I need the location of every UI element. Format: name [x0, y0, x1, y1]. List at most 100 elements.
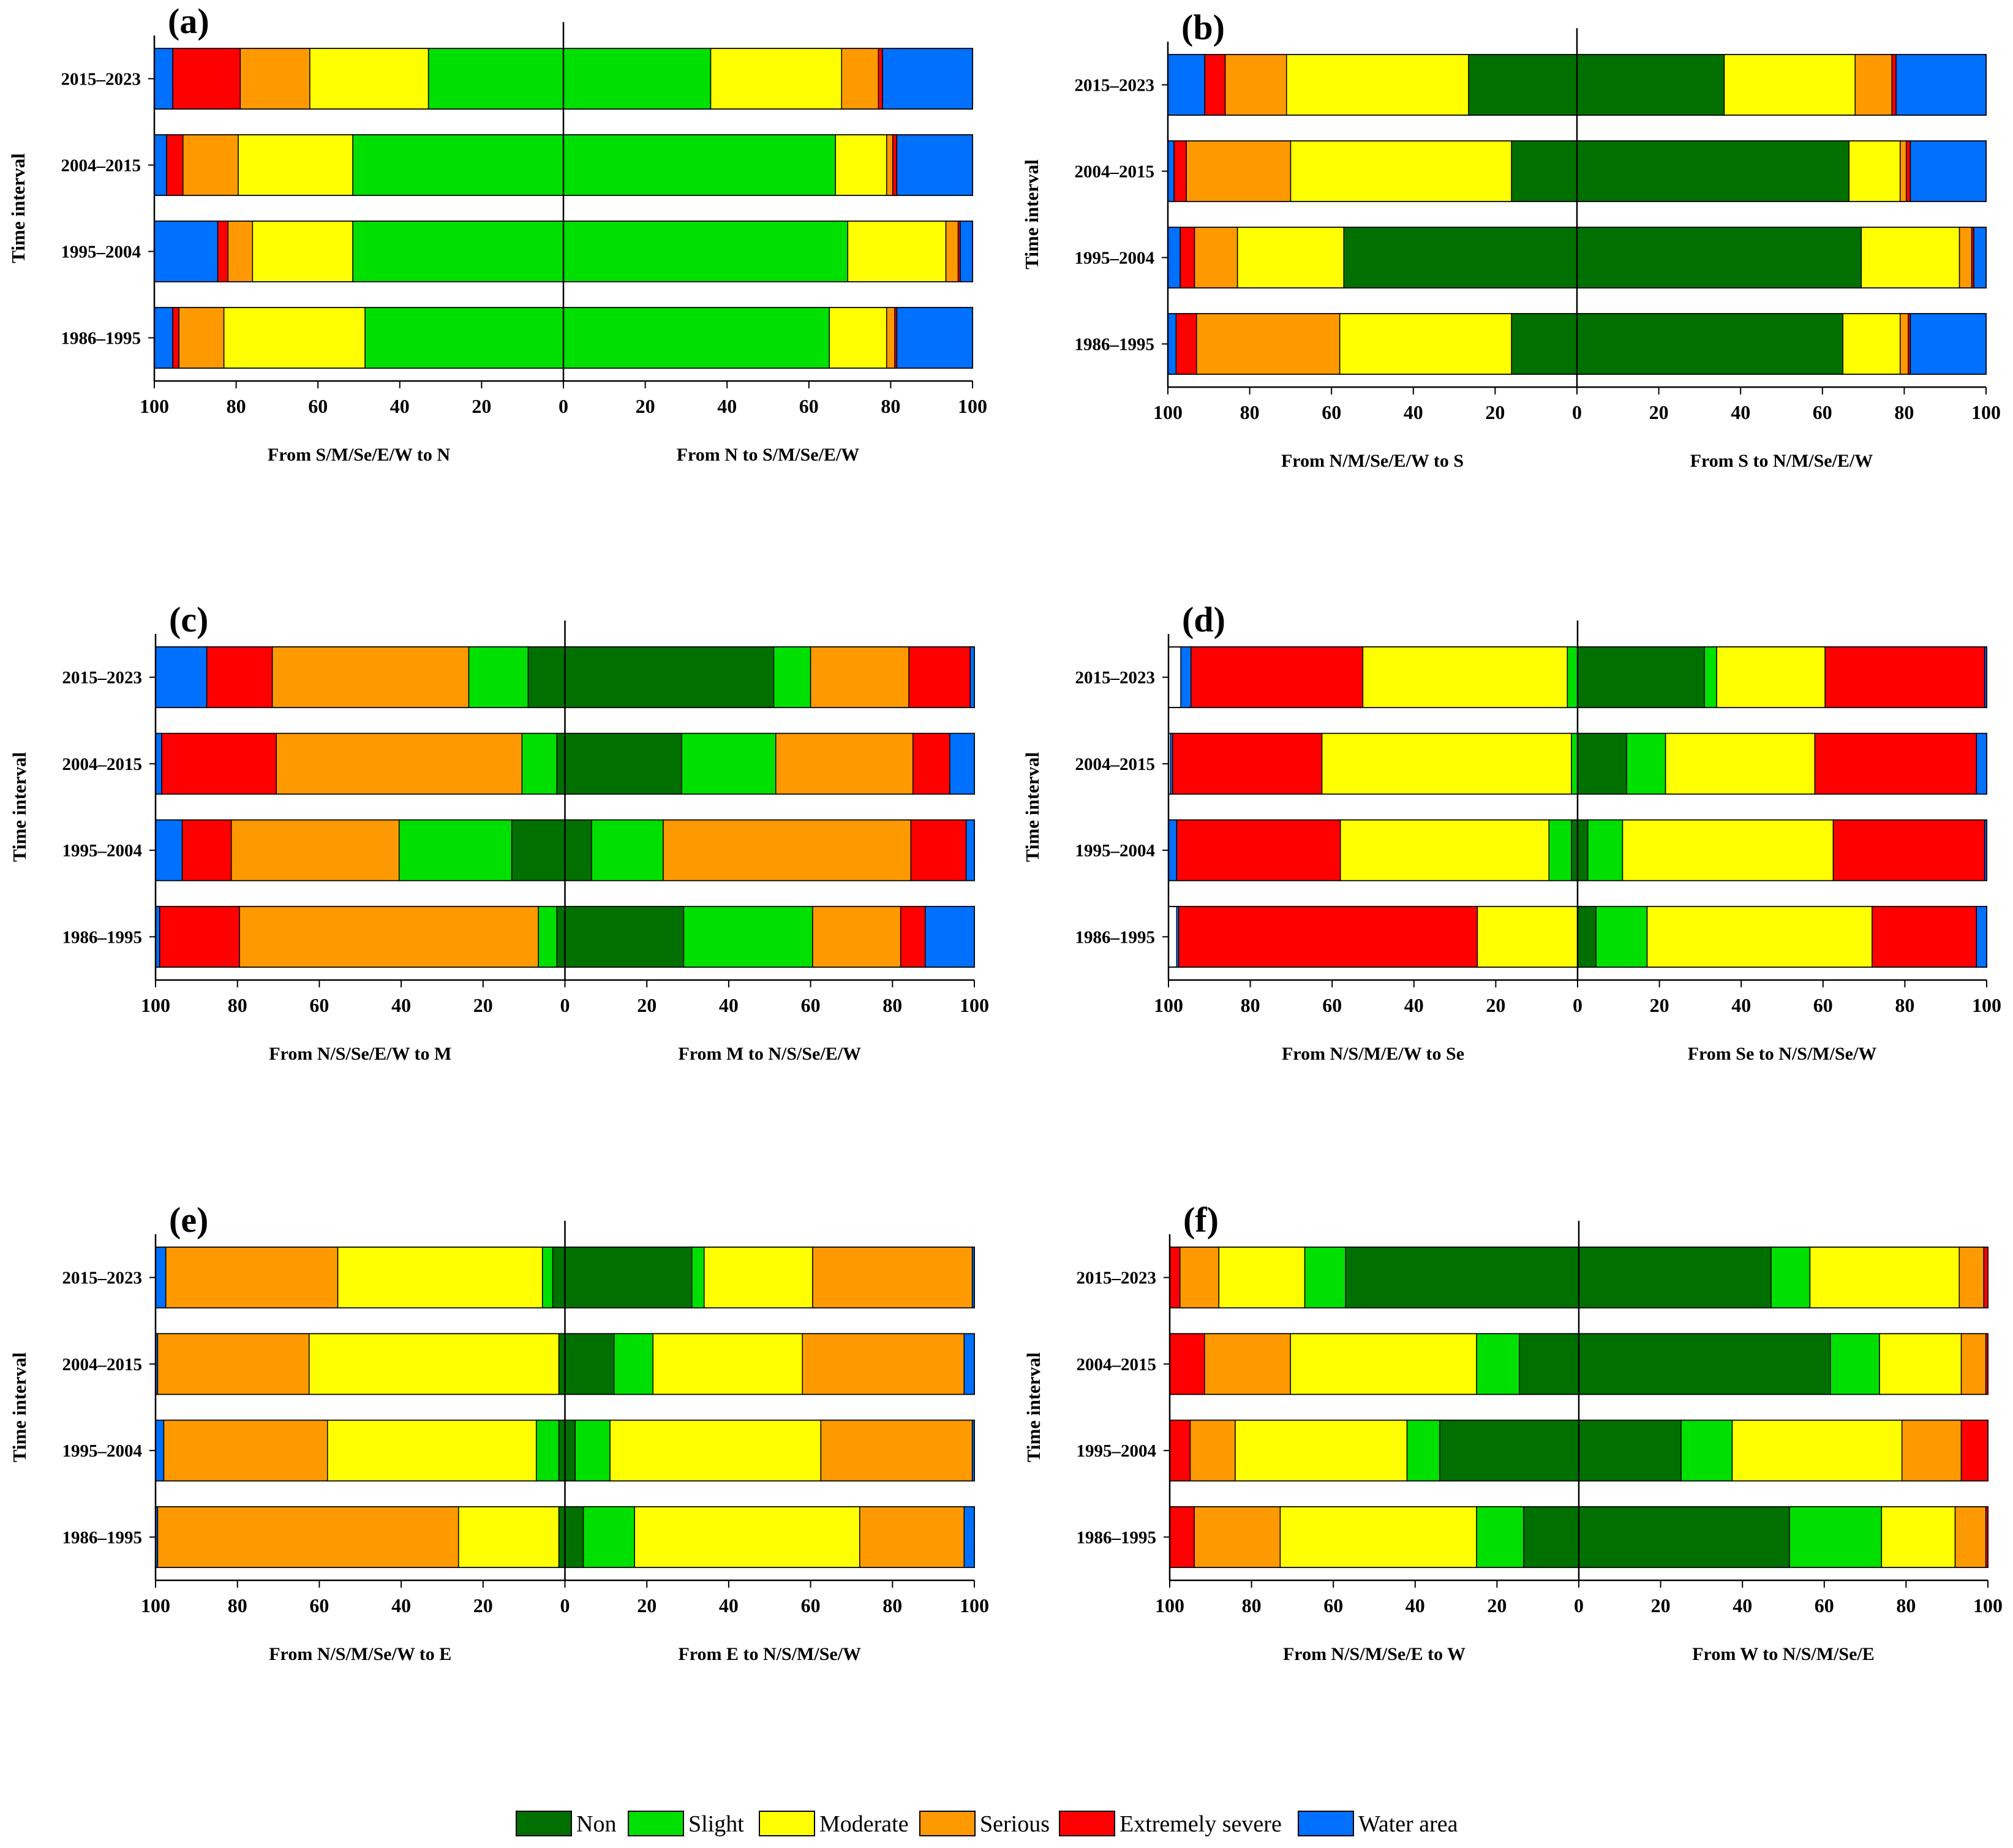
legend-item-water-area: Water area: [1298, 1811, 1458, 1837]
bar-segment-right-extremely-severe: [1983, 1246, 1989, 1308]
x-tick-label: 80: [1240, 401, 1260, 423]
bar-segment-left-water-area: [155, 1419, 165, 1482]
bar-segment-right-serious: [1958, 227, 1973, 289]
bar-segment-right-water-area: [925, 906, 975, 968]
x-axis-title-right: From S to N/M/Se/E/W: [1690, 451, 1873, 471]
bar-segment-right-slight: [563, 48, 712, 110]
bar-segment-left-moderate: [337, 1246, 543, 1308]
bar-segment-left-non: [556, 906, 566, 968]
x-tick-label: 0: [1573, 994, 1582, 1016]
bar-segment-left-serious: [239, 906, 539, 968]
bar-segment-right-serious: [1899, 313, 1909, 375]
bar-segment-right-water-area: [1910, 313, 1987, 375]
row-label: 1995–2004: [1075, 249, 1155, 268]
legend-swatch: [516, 1811, 572, 1836]
x-tick-label: 20: [1487, 1594, 1507, 1616]
bar-segment-left-slight: [364, 307, 564, 369]
bar-segment-right-moderate: [1848, 140, 1901, 202]
x-tick-label: 60: [1323, 1594, 1343, 1616]
bar-segment-left-water-area: [1167, 54, 1205, 116]
bar-segment-right-slight: [1830, 1333, 1880, 1395]
bar-segment-right-serious: [841, 48, 879, 110]
bar-segment-left-non: [556, 733, 566, 795]
bar-segment-right-non: [1577, 819, 1589, 881]
x-tick-label: 40: [1731, 401, 1750, 423]
bar-segment-left-serious: [239, 48, 310, 110]
panel--b-: 2015–2023 2004–2015 1995–2004 1986–1995 100 8…: [1021, 7, 2001, 471]
row-label: 2004–2015: [62, 1355, 143, 1375]
x-tick-label: 100: [1971, 401, 2001, 423]
panel--d-: 2015–2023 2004–2015 1995–2004 1986–1995 100 8…: [1022, 600, 2001, 1064]
bar-segment-right-slight: [1587, 819, 1624, 881]
x-tick-label: 20: [637, 1594, 657, 1616]
x-tick-label: 80: [882, 1594, 902, 1616]
bar-segment-right-water-area: [1895, 54, 1987, 116]
x-tick-label: 80: [882, 994, 902, 1016]
bar-segment-right-slight: [582, 1506, 635, 1568]
bar-segment-left-serious: [1196, 313, 1341, 375]
y-axis-title: Time interval: [9, 1352, 30, 1462]
row-label: 2015–2023: [1075, 668, 1156, 688]
bar-segment-left-water-area: [155, 733, 162, 795]
bar-segment-right-extremely-severe: [1905, 140, 1911, 202]
bar-segment-left-slight: [352, 221, 564, 282]
bar-segment-right-moderate: [1879, 1333, 1962, 1395]
x-tick-label: 40: [1404, 994, 1424, 1016]
bar-segment-right-serious: [812, 1246, 973, 1308]
x-axis-title-right: From N to S/M/Se/E/W: [677, 445, 860, 465]
bar-segment-left-moderate: [1285, 54, 1469, 116]
bar-segment-right-serious: [802, 1333, 965, 1395]
row-label: 1995–2004: [1077, 1441, 1157, 1461]
bar-segment-right-serious: [886, 134, 894, 196]
bar-segment-left-serious: [1194, 1506, 1281, 1568]
x-tick-label: 20: [636, 395, 655, 417]
bar-segment-right-water-area: [1984, 646, 1987, 708]
bar-segment-left-extremely-severe: [1176, 819, 1341, 881]
bar-segment-left-moderate: [1339, 819, 1549, 881]
x-axis-title-right: From E to N/S/M/Se/W: [678, 1644, 861, 1664]
bar-segment-right-non: [1578, 1333, 1831, 1395]
bar-segment-right-moderate: [1881, 1506, 1956, 1568]
bar-segment-left-water-area: [154, 134, 167, 196]
bar-segment-left-serious: [1186, 140, 1292, 202]
panel-label: (d): [1182, 600, 1225, 639]
bar-segment-left-moderate: [252, 221, 353, 282]
bar-segment-right-extremely-severe: [908, 646, 971, 708]
bar-segment-right-serious: [1960, 1333, 1987, 1395]
bar-segment-right-slight: [563, 134, 836, 196]
bar-segment-left-non: [558, 1419, 566, 1482]
bar-segment-right-non: [564, 1419, 576, 1482]
bar-segment-right-slight: [591, 819, 664, 881]
x-tick-label: 20: [473, 1594, 493, 1616]
bar-segment-left-water-area: [1168, 819, 1178, 881]
bar-segment-right-slight: [691, 1246, 705, 1308]
bar-segment-right-serious: [663, 819, 912, 881]
x-tick-label: 0: [560, 994, 570, 1016]
x-axis-title-right: From Se to N/S/M/Se/W: [1688, 1044, 1877, 1064]
x-tick-label: 60: [1815, 1594, 1834, 1616]
bar-segment-left-slight: [1548, 819, 1572, 881]
bar-segment-right-slight: [563, 307, 830, 369]
bar-segment-left-serious: [276, 733, 523, 795]
legend-label: Serious: [980, 1811, 1050, 1837]
bar-segment-left-extremely-severe: [161, 733, 277, 795]
panel-label: (f): [1183, 1200, 1219, 1240]
x-tick-label: 100: [1972, 994, 2001, 1016]
bar-segment-left-extremely-severe: [217, 221, 228, 282]
bar-segment-right-slight: [574, 1419, 611, 1482]
bar-segment-left-serious: [163, 1419, 328, 1482]
bar-segment-right-moderate: [1646, 906, 1873, 968]
bar-segment-right-water-area: [965, 819, 975, 881]
bar-segment-left-non: [1345, 1246, 1579, 1308]
bar-segment-right-non: [564, 1506, 584, 1568]
x-tick-label: 60: [801, 994, 821, 1016]
panel--e-: 2015–2023 2004–2015 1995–2004 1986–1995 100 8…: [9, 1200, 989, 1664]
bar-segment-right-slight: [1789, 1506, 1883, 1568]
bar-segment-right-extremely-severe: [1872, 906, 1977, 968]
x-tick-label: 100: [1155, 1594, 1184, 1616]
bar-segment-left-slight: [352, 134, 564, 196]
bar-segment-right-slight: [1770, 1246, 1811, 1308]
bar-segment-right-slight: [1595, 906, 1648, 968]
bar-segment-left-extremely-severe: [1169, 1419, 1191, 1482]
bar-segment-left-extremely-severe: [159, 906, 240, 968]
